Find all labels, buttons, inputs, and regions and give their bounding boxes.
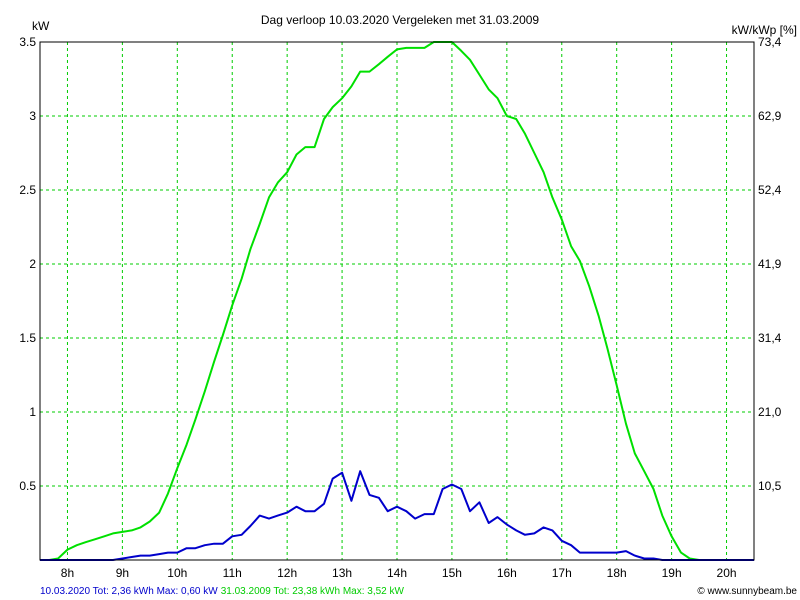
x-tick-label: 17h — [552, 566, 572, 580]
footer-green-summary: 31.03.2009 Tot: 23,38 kWh Max: 3,52 kW — [221, 586, 405, 597]
series-lines — [40, 41, 754, 561]
footer-credit: © www.sunnybeam.be — [697, 586, 797, 597]
x-tick-label: 19h — [662, 566, 682, 580]
plot-frame — [39, 41, 755, 561]
x-tick-label: 9h — [116, 566, 129, 580]
right-axis-unit: kW/kWp [%] — [732, 23, 797, 37]
y-tick-label: 1 — [29, 405, 36, 419]
x-tick-label: 18h — [607, 566, 627, 580]
y-tick-label: 1.5 — [19, 331, 36, 345]
y2-tick-label: 41,9 — [758, 257, 782, 271]
x-tick-label: 13h — [332, 566, 352, 580]
y2-tick-label: 62,9 — [758, 109, 782, 123]
y2-tick-label: 21,0 — [758, 405, 782, 419]
left-axis-unit: kW — [32, 19, 50, 33]
chart-title: Dag verloop 10.03.2020 Vergeleken met 31… — [261, 13, 540, 27]
x-tick-label: 11h — [223, 566, 242, 580]
x-tick-label: 14h — [387, 566, 407, 580]
x-tick-label: 8h — [61, 566, 74, 580]
y2-tick-label: 73,4 — [758, 35, 782, 49]
y-tick-label: 3 — [29, 109, 36, 123]
y-tick-label: 3.5 — [19, 35, 36, 49]
footer-legend: 10.03.2020 Tot: 2,36 kWh Max: 0,60 kW 31.… — [40, 586, 405, 597]
x-tick-label: 10h — [167, 566, 187, 580]
y-tick-label: 0.5 — [19, 479, 36, 493]
y-tick-label: 2.5 — [19, 183, 36, 197]
tick-labels: 8h 9h 10h 11h 12h 13h 14h 15h 16h 17h 18h 19h 20h 0.5… — [19, 35, 781, 580]
x-tick-label: 15h — [442, 566, 462, 580]
y2-tick-label: 31,4 — [758, 331, 782, 345]
series-line — [40, 470, 754, 561]
x-tick-label: 20h — [717, 566, 737, 580]
y2-tick-label: 52,4 — [758, 183, 782, 197]
footer-blue-summary: 10.03.2020 Tot: 2,36 kWh Max: 0,60 kW — [40, 586, 218, 597]
series-line — [40, 41, 736, 561]
x-tick-label: 16h — [497, 566, 517, 580]
x-tick-label: 12h — [277, 566, 297, 580]
y2-tick-label: 10,5 — [758, 479, 782, 493]
y-tick-label: 2 — [29, 257, 36, 271]
grid-lines — [40, 41, 754, 560]
